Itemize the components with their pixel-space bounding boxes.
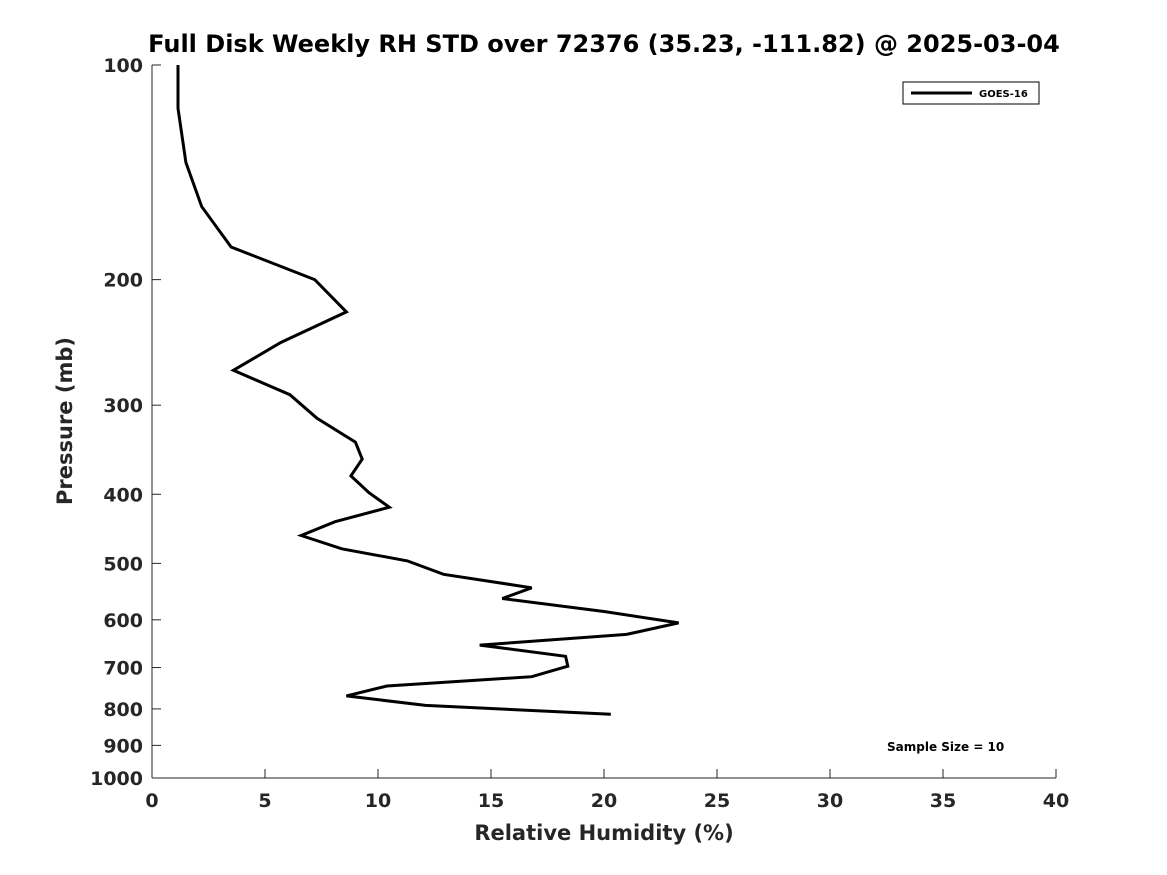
y-tick-label: 300 [103, 395, 143, 417]
y-tick-label: 100 [103, 55, 143, 77]
y-tick-label: 700 [103, 658, 143, 680]
y-tick-label: 600 [103, 610, 143, 632]
x-tick-label: 15 [478, 790, 504, 812]
legend: GOES-16 [902, 81, 1040, 105]
x-axis-label: Relative Humidity (%) [474, 821, 733, 845]
x-tick-label: 40 [1043, 790, 1069, 812]
y-tick-label: 500 [103, 553, 143, 575]
x-tick-label: 30 [817, 790, 843, 812]
series-line-goes-16 [176, 65, 679, 716]
x-tick-label: 0 [145, 790, 158, 812]
y-tick-label: 1000 [90, 768, 143, 790]
y-tick-label: 200 [103, 270, 143, 292]
x-tick-label: 5 [258, 790, 271, 812]
y-axis: 100 200 300 400 500 600 700 800 900 1000 [90, 55, 161, 790]
y-tick-label: 800 [103, 699, 143, 721]
x-tick-label: 25 [704, 790, 730, 812]
sample-size-annotation: Sample Size = 10 [887, 740, 1004, 754]
x-tick-label: 35 [930, 790, 956, 812]
chart-title: Full Disk Weekly RH STD over 72376 (35.2… [148, 30, 1060, 58]
series-layer [176, 65, 679, 716]
legend-label: GOES-16 [979, 89, 1028, 100]
x-axis: 0 5 10 15 20 25 30 35 40 [145, 769, 1069, 812]
y-tick-label: 400 [103, 484, 143, 506]
x-tick-label: 20 [591, 790, 617, 812]
x-tick-label: 10 [365, 790, 391, 812]
y-tick-label: 900 [103, 735, 143, 757]
y-axis-label: Pressure (mb) [53, 337, 77, 505]
